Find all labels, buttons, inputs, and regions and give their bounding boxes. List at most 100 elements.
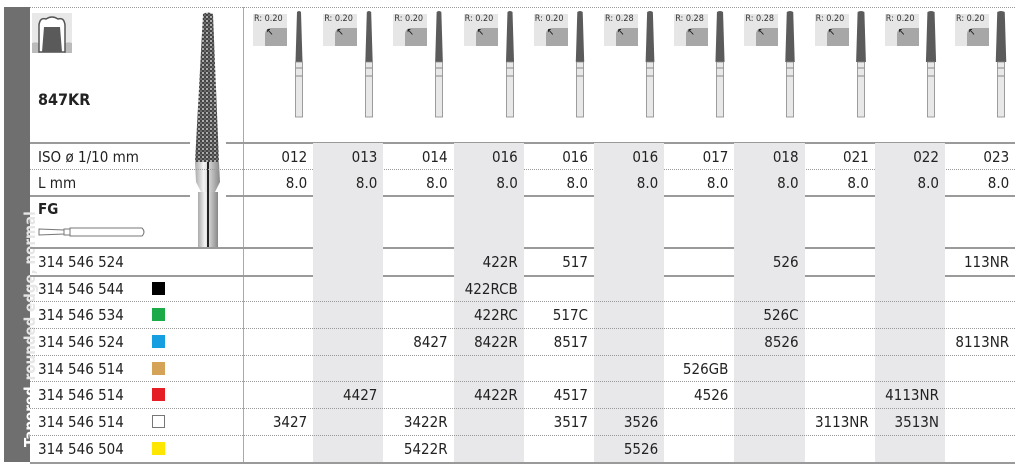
product-variant-cell[interactable]: 5526 (623, 440, 659, 458)
product-variant-cell[interactable]: 3427 (272, 413, 308, 431)
product-variant-cell[interactable]: 4427 (343, 386, 378, 404)
iso-size-cell: 017 (702, 148, 729, 166)
iso-size-cell: 023 (983, 148, 1010, 166)
radius-value: R: 0.20 (394, 14, 424, 24)
column-header: R: 0.28 ↖ (594, 10, 664, 120)
radius-shape (616, 28, 638, 46)
product-variant-cell[interactable]: 8517 (553, 333, 588, 351)
iso-size-cell: 016 (562, 148, 588, 166)
product-variant-cell[interactable]: 526GB (682, 360, 729, 378)
product-variant-cell[interactable]: 517C (552, 306, 588, 324)
arrow-icon: ↖ (897, 27, 906, 38)
product-variant-cell[interactable]: 5422R (403, 440, 448, 458)
product-variant-cell[interactable]: 4113NR (885, 386, 939, 404)
radius-shape (265, 28, 287, 46)
radius-shape (475, 28, 498, 46)
fg-shank-icon (38, 227, 145, 237)
row-divider (30, 381, 1015, 382)
iso-size-cell: 021 (843, 148, 869, 166)
diamond-bur-image (195, 12, 220, 249)
product-variant-cell[interactable]: 8427 (413, 333, 448, 351)
radius-detail: R: 0.28 ↖ (604, 14, 638, 46)
column-header: R: 0.28 ↖ (664, 10, 734, 120)
bur-thumbnail (645, 11, 655, 118)
product-variant-cell[interactable]: 422R (482, 253, 518, 271)
column-header: R: 0.20 ↖ (383, 10, 453, 120)
bur-thumbnail (785, 11, 796, 118)
order-code: 314 546 514 (38, 413, 124, 431)
length-cell: 8.0 (566, 174, 588, 192)
product-variant-cell[interactable]: 8422R (474, 333, 518, 351)
length-cell: 8.0 (496, 174, 518, 192)
grit-color-swatch (152, 335, 165, 348)
radius-shape (967, 28, 989, 46)
product-variant-cell[interactable]: 3526 (623, 413, 659, 431)
product-variant-cell[interactable]: 526C (763, 306, 799, 324)
row-divider (30, 355, 1015, 356)
order-code: 314 546 514 (38, 360, 124, 378)
order-code: 314 546 524 (38, 333, 124, 351)
length-cell: 8.0 (426, 174, 448, 192)
product-variant-cell[interactable]: 422RCB (464, 280, 518, 298)
length-cell: 8.0 (706, 174, 729, 192)
model-number: 847KR (38, 90, 91, 109)
order-code: 314 546 514 (38, 386, 124, 404)
product-variant-cell[interactable]: 3513N (894, 413, 939, 431)
category-label-bold: Tapered (21, 386, 39, 447)
product-variant-cell[interactable]: 8526 (764, 333, 799, 351)
radius-shape (335, 28, 358, 46)
length-cell: 8.0 (917, 174, 939, 192)
iso-size-cell: 013 (351, 148, 378, 166)
bur-thumbnail (505, 11, 514, 118)
arrow-icon: ↖ (757, 27, 765, 38)
product-variant-cell[interactable]: 4422R (474, 386, 518, 404)
bur-thumbnail (295, 11, 303, 118)
radius-detail: R: 0.28 ↖ (674, 14, 709, 46)
iso-size-cell: 018 (772, 148, 799, 166)
order-code: 314 546 544 (38, 280, 124, 298)
product-variant-cell[interactable]: 517 (562, 253, 588, 271)
grit-color-swatch (152, 362, 165, 375)
length-cell: 8.0 (636, 174, 659, 192)
radius-detail: R: 0.20 ↖ (955, 14, 989, 46)
radius-value: R: 0.20 (324, 14, 353, 24)
radius-shape (405, 28, 428, 46)
product-variant-cell[interactable]: 422RC (473, 306, 518, 324)
order-code: 314 546 524 (38, 253, 124, 271)
radius-shape (545, 28, 568, 46)
length-cell: 8.0 (355, 174, 378, 192)
radius-value: R: 0.20 (254, 14, 283, 24)
product-variant-cell[interactable]: 3517 (553, 413, 588, 431)
column-header: R: 0.20 ↖ (454, 10, 524, 120)
length-row-label: L mm (38, 174, 77, 192)
radius-value: R: 0.28 (675, 14, 704, 24)
bur-thumbnail (995, 11, 1007, 118)
grit-color-swatch (152, 388, 165, 401)
product-variant-cell[interactable]: 4526 (694, 386, 729, 404)
order-code: 314 546 504 (38, 440, 124, 458)
shank-type: FG (38, 200, 59, 218)
arrow-icon: ↖ (476, 27, 485, 38)
radius-detail: R: 0.20 ↖ (463, 14, 498, 46)
product-variant-cell[interactable]: 3113NR (814, 413, 869, 431)
arrow-icon: ↖ (266, 27, 274, 38)
length-cell: 8.0 (847, 174, 869, 192)
product-variant-cell[interactable]: 4517 (553, 386, 588, 404)
grit-color-swatch (152, 308, 165, 321)
product-variant-cell[interactable]: 3422R (403, 413, 448, 431)
product-variant-cell[interactable]: 113NR (963, 253, 1010, 271)
length-cell: 8.0 (987, 174, 1010, 192)
column-header: R: 0.20 ↖ (945, 10, 1015, 120)
product-variant-cell[interactable]: 8113NR (955, 333, 1010, 351)
product-variant-cell[interactable]: 526 (772, 253, 799, 271)
radius-value: R: 0.20 (956, 14, 985, 24)
iso-row-label: ISO ø 1/10 mm (38, 148, 139, 166)
radius-shape (686, 28, 709, 46)
radius-detail: R: 0.20 ↖ (393, 14, 428, 46)
length-cell: 8.0 (285, 174, 308, 192)
bur-thumbnail (575, 11, 584, 118)
radius-shape (826, 28, 849, 46)
bur-thumbnail (855, 11, 866, 118)
arrow-icon: ↖ (336, 27, 344, 38)
